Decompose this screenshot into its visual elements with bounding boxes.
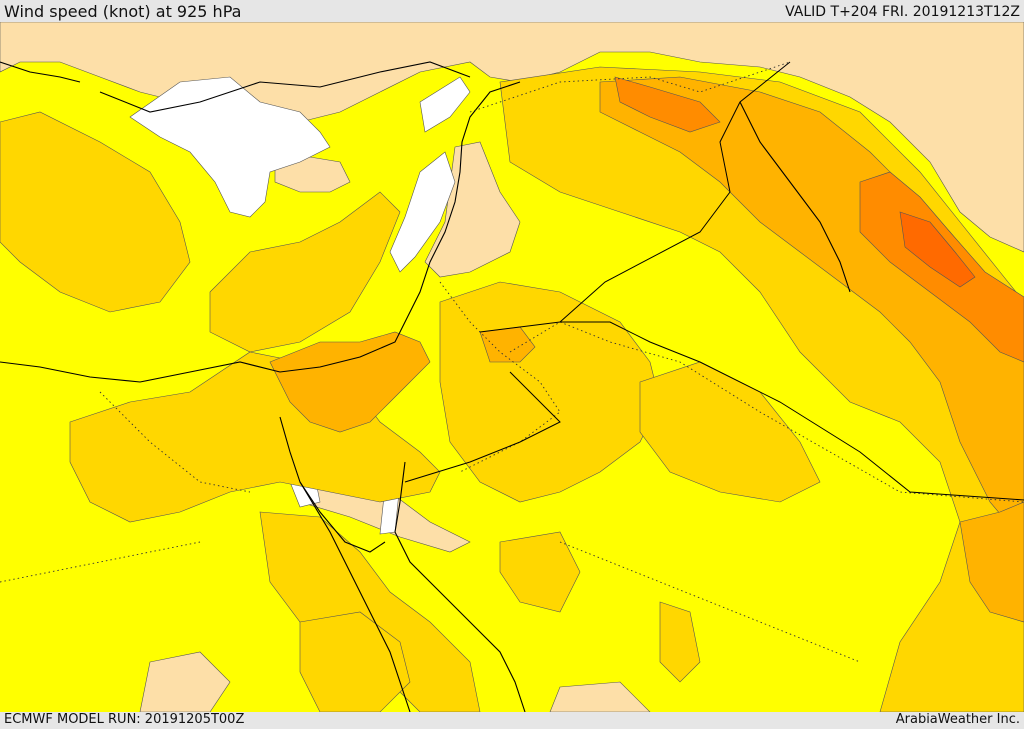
wind-band-white-orontes: [419, 76, 471, 133]
wind-band-white-lebanon: [389, 151, 456, 273]
wind-band-orange-light-gulf: [959, 501, 1024, 623]
wind-band-gold-mid: [209, 191, 401, 353]
wind-band-orange-light-sinai: [269, 331, 431, 433]
wind-band-orange-dark-zagros: [899, 211, 976, 288]
wind-band-gold-hejaz: [499, 531, 581, 613]
national-borders: [404, 61, 1024, 501]
credit-label: ArabiaWeather Inc.: [895, 712, 1020, 727]
wind-band-tan-north: [0, 22, 1024, 253]
wind-band-tan-levant: [424, 141, 521, 278]
coastlines: [0, 61, 851, 712]
wind-band-gold-west: [0, 111, 191, 313]
wind-band-orange-light-mesopotamia: [599, 76, 1024, 543]
wind-band-white-turkey: [129, 76, 331, 218]
valid-time: VALID T+204 FRI. 20191213T12Z: [785, 4, 1020, 20]
wind-band-gold-south-east: [659, 601, 701, 683]
header-bar: Wind speed (knot) at 925 hPa VALID T+204…: [0, 0, 1024, 22]
footer-bar: ECMWF MODEL RUN: 20191205T00Z ArabiaWeat…: [0, 712, 1024, 729]
wind-band-tan-south: [139, 651, 231, 712]
wind-band-tan-cyprus: [274, 156, 351, 193]
borders: [0, 61, 1024, 663]
wind-band-orange-mesopotamia: [614, 76, 721, 133]
wind-speed-map: [0, 22, 1024, 712]
wind-band-tan-south2: [549, 681, 651, 712]
model-run-label: ECMWF MODEL RUN: 20191205T00Z: [4, 712, 245, 727]
map-title: Wind speed (knot) at 925 hPa: [4, 2, 242, 21]
